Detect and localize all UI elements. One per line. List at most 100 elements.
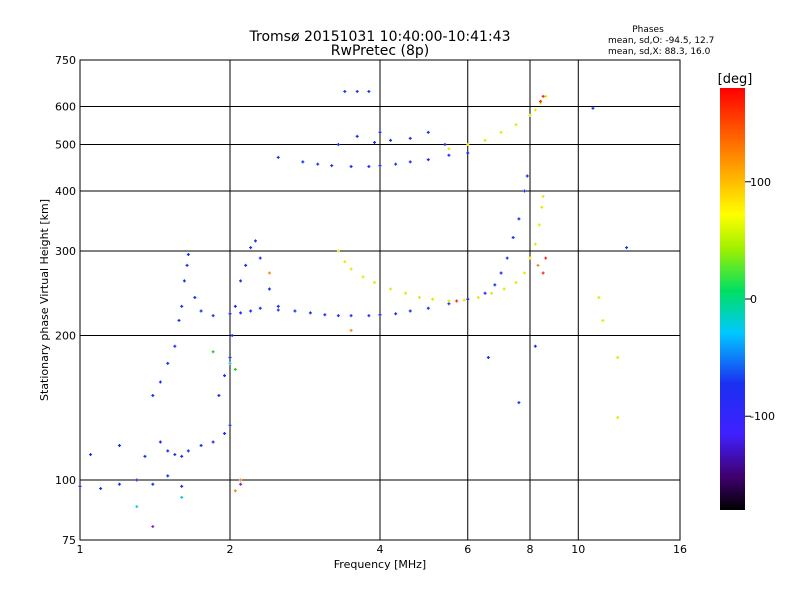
data-point (378, 130, 382, 134)
data-point (544, 256, 548, 260)
data-point (316, 162, 320, 166)
data-point (239, 279, 243, 283)
data-point (233, 367, 237, 371)
data-point (343, 260, 347, 264)
data-point (228, 312, 232, 316)
data-point (466, 151, 470, 155)
data-point (408, 160, 412, 164)
x-tick-label: 1 (77, 543, 84, 556)
x-tick-label: 10 (571, 543, 585, 556)
data-point (336, 143, 340, 147)
data-point (336, 314, 340, 318)
data-point (601, 318, 605, 322)
data-point (499, 130, 503, 134)
data-point (597, 296, 601, 300)
data-point (511, 236, 515, 240)
data-point (486, 355, 490, 359)
grid-lines (80, 60, 680, 540)
y-tick-label: 200 (55, 330, 76, 343)
data-point (239, 311, 243, 315)
chart-title: Tromsø 20151031 10:40:00-10:41:43 (249, 29, 511, 45)
x-tick-labels: 1 2 4 6 8 10 16 (77, 543, 688, 556)
data-point (166, 449, 170, 453)
data-point (533, 108, 537, 112)
data-point (541, 271, 545, 275)
data-point (378, 164, 382, 168)
data-point (533, 344, 537, 348)
data-point (211, 350, 215, 354)
data-points (78, 89, 629, 529)
data-point (293, 309, 297, 313)
data-point (180, 495, 184, 499)
data-point (523, 189, 527, 193)
data-point (517, 217, 521, 221)
data-point (455, 299, 459, 303)
data-point (378, 313, 382, 317)
colorbar-ticks: 100 0 -100 (745, 176, 775, 423)
data-point (367, 314, 371, 318)
data-point (228, 355, 232, 359)
data-point (301, 160, 305, 164)
data-point (135, 505, 139, 509)
colorbar-title: [deg] (718, 72, 753, 87)
data-point (525, 174, 529, 178)
data-point (151, 482, 155, 486)
data-point (180, 484, 184, 488)
data-point (591, 106, 595, 110)
data-point (180, 304, 184, 308)
data-point (539, 99, 543, 103)
data-point (323, 313, 327, 317)
data-point (447, 153, 451, 157)
data-point (230, 334, 234, 338)
data-point (258, 306, 262, 310)
phases-title: Phases (632, 25, 664, 35)
data-point (249, 246, 253, 250)
data-point (514, 280, 518, 284)
colorbar-tick-label: 100 (750, 176, 771, 189)
data-point (211, 440, 215, 444)
y-tick-label: 75 (62, 534, 76, 547)
data-point (476, 296, 480, 300)
x-tick-label: 4 (377, 543, 384, 556)
data-point (408, 309, 412, 313)
data-point (373, 280, 377, 284)
data-point (258, 256, 262, 260)
data-point (349, 328, 353, 332)
data-point (117, 482, 121, 486)
data-point (389, 138, 393, 142)
data-point (343, 89, 347, 93)
data-point (349, 164, 353, 168)
data-point (394, 312, 398, 316)
data-point (199, 444, 203, 448)
data-point (447, 299, 451, 303)
x-axis-label: Frequency [MHz] (334, 558, 426, 571)
data-point (541, 194, 545, 198)
y-tick-label: 100 (55, 474, 76, 487)
data-point (466, 143, 470, 147)
data-point (223, 432, 227, 436)
data-point (466, 297, 470, 301)
plot-frame (79, 59, 681, 541)
colorbar-tick-label: -100 (750, 410, 775, 423)
data-point (528, 113, 532, 117)
data-point (276, 308, 280, 312)
data-point (117, 444, 121, 448)
data-point (394, 162, 398, 166)
data-point (537, 223, 541, 227)
data-point (541, 94, 545, 98)
data-point (166, 361, 170, 365)
y-tick-label: 750 (55, 54, 76, 67)
data-point (443, 143, 447, 147)
data-point (493, 283, 497, 287)
data-point (228, 423, 232, 427)
data-point (186, 253, 190, 257)
data-point (499, 271, 503, 275)
data-point (173, 344, 177, 348)
data-point (267, 271, 271, 275)
data-point (403, 291, 407, 295)
data-point (276, 304, 280, 308)
data-point (355, 89, 359, 93)
data-point (182, 279, 186, 283)
data-point (389, 287, 393, 291)
y-tick-label: 400 (55, 185, 76, 198)
